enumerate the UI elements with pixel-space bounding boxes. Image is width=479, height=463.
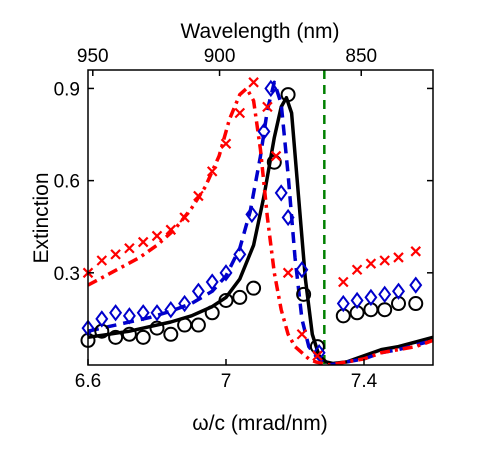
series-1-point [122, 307, 136, 325]
series-2-point [262, 101, 273, 113]
series-0-point [177, 317, 193, 333]
series-1-point [336, 294, 350, 313]
series-2-point [137, 236, 149, 248]
series-1-point [233, 245, 247, 264]
series-2-point [282, 267, 294, 279]
series-2-point [179, 212, 190, 223]
series-0-point [108, 329, 124, 345]
x-tick-label: 7.4 [351, 371, 378, 392]
series-0-point [163, 326, 179, 342]
series-2-point [351, 264, 363, 276]
series-2-point [165, 224, 177, 236]
series-0-point [135, 329, 151, 345]
series-0-point [232, 289, 248, 305]
series-0-point [377, 302, 393, 318]
series-0-point [218, 292, 234, 308]
series-1-point [164, 301, 178, 319]
x-axis-label: ω/c (mrad/nm) [192, 412, 327, 435]
series-2-point [365, 258, 377, 269]
series-0-point [309, 339, 325, 355]
series-0-point [296, 286, 312, 302]
series-1-point [392, 282, 405, 300]
series-0-point [149, 320, 165, 336]
series-1-point [136, 304, 150, 322]
series-2-point [338, 276, 349, 288]
top-tick-label: 850 [345, 46, 377, 67]
series-2-point [393, 252, 404, 263]
series-1-point [281, 208, 295, 227]
series-1-point [409, 276, 423, 294]
series-0-point [204, 305, 220, 321]
series-1-point [205, 273, 219, 291]
series-0-point [121, 326, 137, 342]
series-2-point [96, 255, 108, 266]
series-2-point [296, 328, 308, 340]
series-0-point [280, 87, 296, 103]
series-2-point [193, 190, 204, 202]
series-1-point [257, 122, 271, 141]
series-1-point [312, 344, 326, 362]
series-2-point [410, 246, 422, 257]
top-tick-label: 900 [204, 46, 236, 67]
series-1-point [378, 285, 392, 303]
y-tick-label: 0.3 [54, 264, 80, 285]
y-tick-label: 0.9 [54, 79, 80, 100]
top-tick-label: 950 [77, 46, 109, 67]
series-2-point [312, 350, 323, 362]
x-tick-label: 7 [221, 371, 232, 392]
series-1-point [295, 261, 309, 279]
series-2-point [151, 230, 163, 242]
series-2-point [379, 255, 390, 266]
series-1-point [95, 310, 109, 328]
series-0-point [190, 317, 206, 333]
series-2-point [206, 166, 218, 177]
series-1-point [264, 79, 278, 98]
series-1-point [109, 304, 123, 322]
series-2-point [124, 242, 135, 254]
series-2-line [88, 86, 433, 365]
top-axis-label: Wavelength (nm) [180, 20, 339, 43]
series-2-point [110, 249, 121, 260]
series-1-point [245, 205, 259, 224]
series-1-point [274, 184, 288, 202]
marker-layer [80, 77, 424, 362]
series-1-line [88, 80, 433, 365]
ticks-layer [87, 70, 433, 365]
plot-frame [87, 69, 434, 366]
labels-layer: 6.6 7 7.4 0.3 0.6 0.9 950 900 850 [54, 46, 378, 392]
series-0-line [88, 95, 433, 365]
series-2-point [248, 77, 259, 88]
series-0-point [408, 296, 424, 312]
series-1-point [191, 282, 205, 300]
y-tick-label: 0.6 [54, 172, 80, 193]
series-1-point [178, 294, 192, 313]
series-1-point [364, 288, 378, 307]
series-2-point [220, 138, 232, 150]
series-1-point [350, 291, 364, 310]
x-tick-label: 6.6 [75, 371, 101, 392]
series-2-point [234, 107, 246, 119]
series-0-point [246, 280, 262, 296]
y-axis-label: Extinction [30, 172, 53, 263]
series-1-point [150, 304, 164, 322]
series-1-point [219, 264, 233, 282]
data-layer [88, 70, 433, 365]
series-2-point [270, 150, 282, 162]
